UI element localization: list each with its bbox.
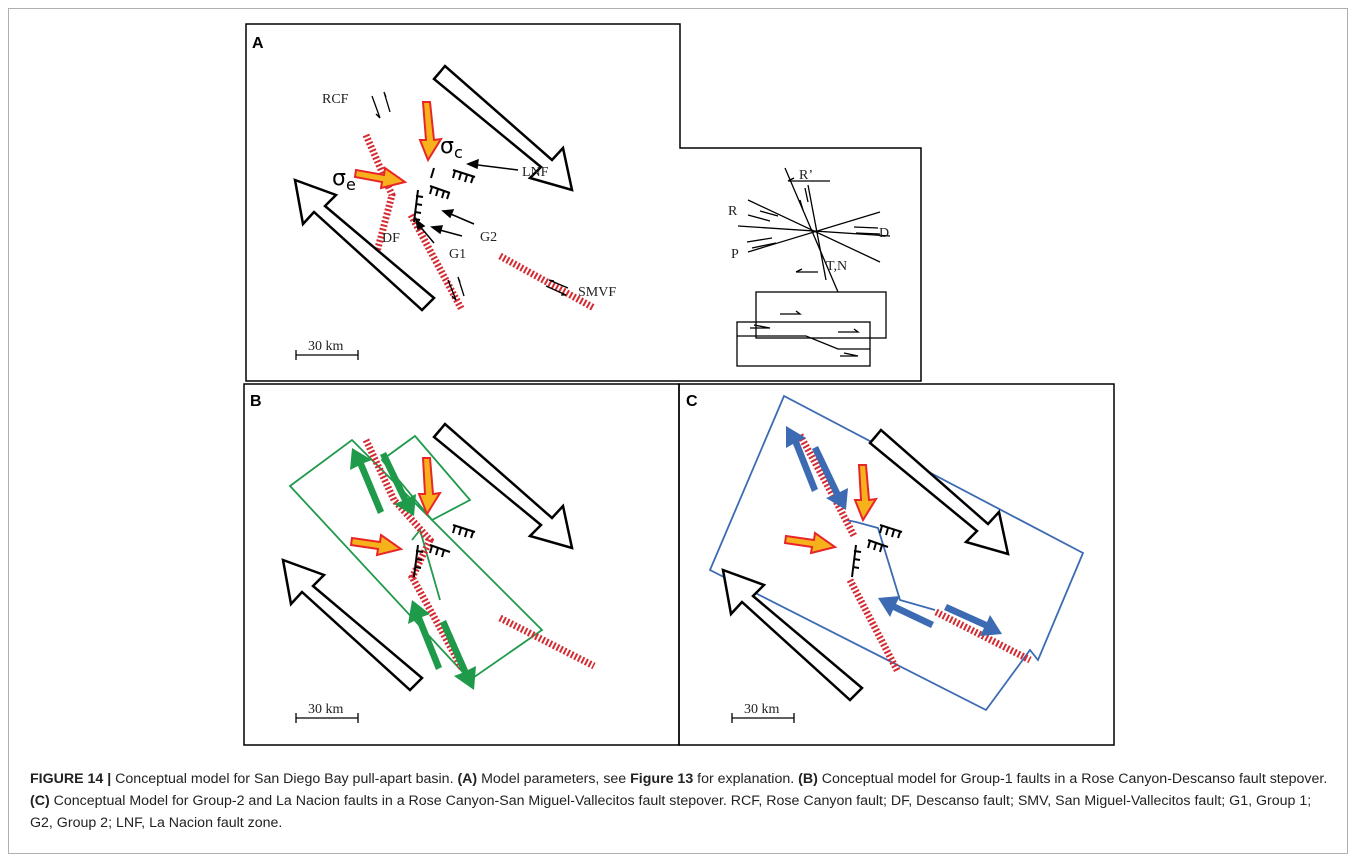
- smvf-fault-c: [934, 608, 1032, 664]
- blue-stepover-line: [845, 519, 936, 611]
- plate-motion-arrow-se: [432, 64, 574, 192]
- scale-bar-a: [295, 350, 359, 360]
- rcf-fault-b: [362, 438, 435, 582]
- riedel-r-prime-label: R’: [799, 168, 813, 183]
- df-label: DF: [382, 231, 400, 246]
- sigma-c-label: σc: [440, 134, 463, 162]
- panel-a-border: [245, 23, 922, 382]
- scale-bar-b: [295, 713, 359, 723]
- stepover-sketch: [736, 291, 887, 367]
- plate-motion-arrow-se-b: [432, 422, 574, 550]
- smvf-fault: [498, 252, 596, 312]
- sigma-c-arrow: [418, 101, 443, 163]
- rcf-label: RCF: [322, 92, 349, 107]
- caption-a-tag: (A): [457, 771, 478, 787]
- panel-c: C 30 km: [678, 383, 1115, 746]
- riedel-p-label: P: [731, 247, 739, 262]
- figure-frame: [8, 8, 1348, 854]
- caption-b-text: Conceptual model for Group-1 faults in a…: [817, 771, 1328, 787]
- plate-motion-arrow-nw: [293, 178, 436, 312]
- blue-slip-arrows: [786, 426, 1002, 636]
- caption-intro: Conceptual model for San Diego Bay pull-…: [111, 771, 458, 787]
- riedel-r-label: R: [728, 204, 738, 219]
- rcf-fault-c: [796, 433, 858, 538]
- panel-a-letter: A: [252, 35, 264, 52]
- riedel-tn-label: T,N: [826, 259, 847, 274]
- blue-box: [708, 394, 1085, 712]
- panel-c-letter: C: [686, 393, 698, 410]
- green-slip-arrows: [350, 448, 476, 690]
- figure-diagram: A: [243, 23, 1115, 746]
- caption-c-text: Conceptual Model for Group-2 and La Naci…: [30, 793, 1312, 831]
- rcf-fault: [362, 133, 396, 253]
- smvf-label: SMVF: [578, 285, 616, 300]
- df-fault-c: [846, 578, 902, 674]
- panel-b: B 30 km: [243, 383, 680, 746]
- g2-label: G2: [480, 230, 497, 245]
- normal-faults-a: [413, 167, 476, 223]
- scale-label-b: 30 km: [308, 702, 344, 717]
- figure-caption: FIGURE 14 | Conceptual model for San Die…: [30, 768, 1330, 834]
- plate-motion-arrow-nw-c: [721, 568, 864, 702]
- sigma-e-arrow-c: [783, 531, 838, 555]
- caption-a-ref[interactable]: Figure 13: [630, 771, 694, 787]
- panel-a: A: [245, 23, 922, 382]
- plate-motion-arrow-se-c: [868, 428, 1010, 556]
- caption-b-tag: (B): [798, 771, 818, 787]
- normal-faults-b: [413, 524, 476, 578]
- g1-label: G1: [449, 247, 466, 262]
- sigma-e-arrow: [353, 166, 408, 190]
- sigma-c-arrow-c: [853, 464, 878, 523]
- caption-a-text: Model parameters, see: [477, 771, 631, 787]
- caption-figure-number: FIGURE 14 |: [30, 771, 112, 787]
- scale-label-c: 30 km: [744, 702, 780, 717]
- caption-a-text2: for explanation.: [693, 771, 799, 787]
- sigma-e-arrow-b: [349, 533, 404, 557]
- panel-b-letter: B: [250, 393, 262, 410]
- plate-motion-arrow-nw-b: [281, 558, 424, 692]
- slip-arrows-a: [371, 91, 569, 301]
- scale-bar-c: [731, 713, 795, 723]
- lnf-label: LNF: [522, 165, 549, 180]
- riedel-diagram: [737, 167, 891, 293]
- caption-c-tag: (C): [30, 793, 50, 809]
- smvf-fault-b: [498, 614, 596, 670]
- sigma-e-label: σe: [332, 166, 356, 194]
- riedel-d-label: D: [879, 226, 889, 241]
- sigma-c-arrow-b: [417, 457, 442, 517]
- panel-c-border: [678, 383, 1115, 746]
- normal-faults-c: [851, 524, 903, 578]
- scale-label-a: 30 km: [308, 339, 344, 354]
- label-pointers-a: [414, 158, 519, 244]
